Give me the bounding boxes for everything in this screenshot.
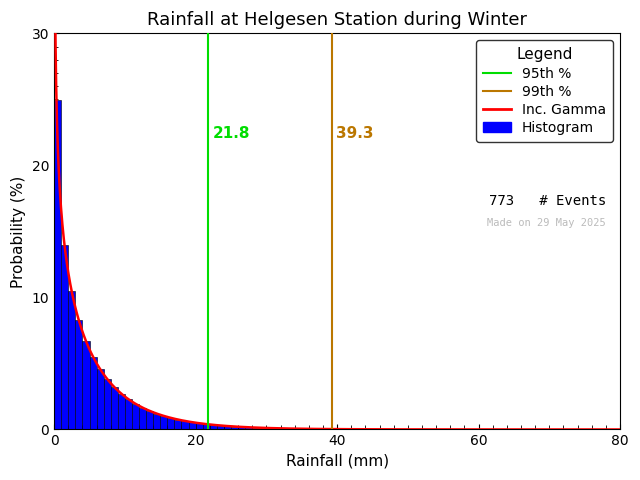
Text: 21.8: 21.8	[212, 126, 250, 142]
Bar	[125, 399, 132, 430]
Bar	[309, 429, 316, 430]
Bar	[139, 408, 146, 430]
Bar	[76, 320, 83, 430]
Bar	[182, 421, 189, 430]
Bar	[61, 245, 68, 430]
Bar	[54, 100, 61, 430]
Bar	[196, 423, 203, 430]
Bar	[294, 429, 301, 430]
Bar	[146, 411, 153, 430]
Bar	[259, 428, 266, 430]
Y-axis label: Probability (%): Probability (%)	[11, 175, 26, 288]
Text: 39.3: 39.3	[337, 126, 374, 142]
Bar	[266, 428, 273, 430]
Inc. Gamma	[310, 426, 318, 432]
Bar	[68, 291, 76, 430]
Text: Made on 29 May 2025: Made on 29 May 2025	[487, 217, 606, 228]
Bar	[104, 379, 111, 430]
Bar	[83, 341, 90, 430]
Bar	[160, 416, 167, 430]
Bar	[316, 429, 323, 430]
Bar	[280, 429, 287, 430]
Bar	[175, 420, 182, 430]
Bar	[252, 428, 259, 430]
Inc. Gamma	[496, 427, 504, 432]
Bar	[245, 427, 252, 430]
Inc. Gamma	[600, 427, 607, 432]
Inc. Gamma	[79, 330, 87, 336]
Bar	[111, 387, 118, 430]
Title: Rainfall at Helgesen Station during Winter: Rainfall at Helgesen Station during Wint…	[147, 11, 527, 29]
Bar	[287, 429, 294, 430]
Inc. Gamma	[616, 427, 624, 432]
Bar	[153, 414, 160, 430]
Bar	[224, 426, 231, 430]
Inc. Gamma	[600, 427, 607, 432]
Bar	[301, 429, 309, 430]
Bar	[238, 427, 245, 430]
Bar	[90, 357, 97, 430]
X-axis label: Rainfall (mm): Rainfall (mm)	[285, 454, 388, 469]
Bar	[273, 428, 280, 430]
Bar	[97, 369, 104, 430]
Line: Inc. Gamma: Inc. Gamma	[54, 0, 620, 430]
Bar	[118, 394, 125, 430]
Legend: 95th %, 99th %, Inc. Gamma, Histogram: 95th %, 99th %, Inc. Gamma, Histogram	[476, 40, 613, 142]
Bar	[217, 425, 224, 430]
Bar	[210, 425, 217, 430]
Text: 773   # Events: 773 # Events	[489, 194, 606, 208]
Bar	[189, 422, 196, 430]
Bar	[167, 418, 175, 430]
Bar	[231, 427, 238, 430]
Inc. Gamma	[326, 426, 333, 432]
Bar	[132, 404, 139, 430]
Bar	[203, 424, 210, 430]
